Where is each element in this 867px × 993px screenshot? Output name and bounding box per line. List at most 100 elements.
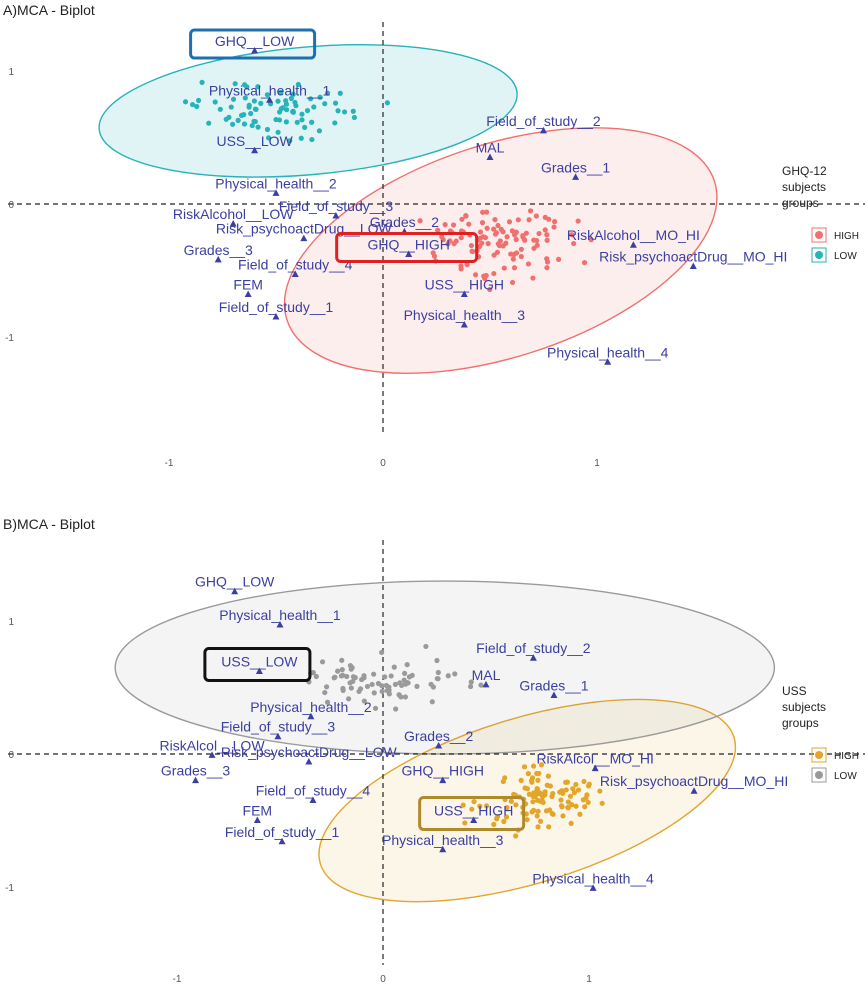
individual-point	[451, 241, 457, 247]
variable-label: GHQ__HIGH	[367, 237, 449, 253]
individual-point	[288, 95, 295, 101]
individual-point	[513, 229, 519, 235]
legend-title: USS	[782, 684, 807, 698]
individual-point	[238, 112, 245, 118]
individual-point	[559, 788, 565, 794]
individual-point	[351, 114, 358, 121]
individual-point	[509, 228, 515, 234]
individual-point	[249, 122, 255, 129]
individual-point	[434, 657, 440, 664]
individual-point	[483, 803, 490, 809]
individual-point	[435, 669, 441, 676]
individual-point	[402, 694, 408, 700]
individual-point	[255, 124, 261, 130]
individual-point	[472, 272, 479, 278]
variable-label: USS__LOW	[216, 133, 293, 149]
variable-marker	[291, 270, 299, 277]
individual-point	[525, 771, 531, 777]
individual-point	[535, 808, 541, 814]
individual-point	[230, 121, 236, 127]
individual-point	[335, 668, 341, 674]
individual-point	[556, 256, 562, 262]
individual-point	[264, 126, 271, 133]
individual-point	[534, 242, 540, 248]
individual-point	[563, 787, 569, 793]
individual-point	[477, 229, 484, 235]
individual-point	[294, 119, 300, 125]
individual-point	[544, 265, 550, 271]
individual-point	[581, 778, 587, 785]
individual-point	[278, 89, 284, 95]
variable-label: Grades__3	[161, 763, 230, 779]
individual-point	[277, 109, 283, 115]
individual-point	[570, 786, 576, 792]
individual-point	[379, 649, 385, 656]
individual-point	[503, 814, 510, 820]
individual-point	[518, 246, 524, 252]
individual-point	[290, 91, 296, 97]
variable-marker	[589, 884, 597, 891]
individual-point	[545, 773, 551, 779]
variable-marker	[307, 712, 315, 720]
individual-point	[534, 813, 540, 819]
individual-point	[509, 279, 516, 286]
individual-point	[491, 252, 497, 258]
individual-point	[567, 793, 574, 799]
individual-point	[468, 242, 474, 249]
individual-point	[571, 240, 577, 247]
individual-point	[560, 813, 566, 819]
y-tick-label: 0	[8, 750, 14, 761]
individual-point	[535, 824, 541, 830]
individual-point	[388, 673, 394, 679]
variable-label: Physical_health__2	[250, 699, 372, 715]
individual-point	[195, 97, 202, 104]
variable-label: Grades__1	[519, 677, 588, 693]
variable-label: Physical_health__1	[209, 82, 331, 98]
variable-marker	[192, 776, 200, 784]
variable-marker	[435, 742, 443, 749]
individual-point	[544, 259, 551, 265]
individual-point	[283, 107, 290, 113]
panel-b: -1 0 1 1 0 -1 GHQ__LOW Physical_health__1 USS__L…	[5, 540, 865, 985]
individual-point	[549, 810, 555, 817]
variable-marker	[309, 796, 317, 804]
legend-label: HIGH	[834, 231, 859, 242]
legend-title: subjects	[782, 700, 826, 714]
variable-marker	[460, 290, 468, 297]
individual-point	[530, 275, 536, 281]
x-tick-label: 1	[586, 974, 592, 985]
x-tick-label: 0	[380, 974, 386, 985]
individual-point	[379, 683, 385, 689]
individual-point	[298, 135, 304, 141]
individual-point	[304, 108, 311, 114]
individual-point	[391, 664, 397, 670]
variable-marker	[529, 654, 537, 661]
x-tick-label: -1	[173, 974, 182, 985]
individual-point	[332, 100, 339, 106]
individual-point	[372, 705, 379, 711]
individual-point	[534, 237, 540, 244]
individual-point	[527, 208, 534, 214]
variable-marker	[572, 173, 580, 180]
individual-point	[341, 109, 348, 115]
highlight-box	[203, 647, 312, 683]
individual-point	[539, 798, 545, 804]
variable-marker	[439, 776, 447, 784]
y-tick-label: 1	[8, 67, 14, 78]
variable-label: Grades__3	[184, 242, 253, 258]
y-tick-label: 0	[8, 200, 14, 211]
legend-key-dot	[815, 771, 823, 779]
individual-point	[417, 218, 423, 224]
individual-point	[569, 232, 575, 238]
individual-point	[253, 106, 259, 112]
variable-label: Physical_health__2	[215, 175, 337, 191]
variable-label: USS__HIGH	[434, 803, 513, 819]
individual-point	[504, 804, 510, 811]
variable-marker	[550, 691, 558, 698]
variable-marker	[255, 667, 263, 675]
individual-point	[535, 777, 541, 783]
individual-point	[577, 811, 583, 817]
individual-point	[588, 237, 594, 243]
individual-point	[515, 217, 521, 223]
individual-point	[546, 216, 552, 222]
